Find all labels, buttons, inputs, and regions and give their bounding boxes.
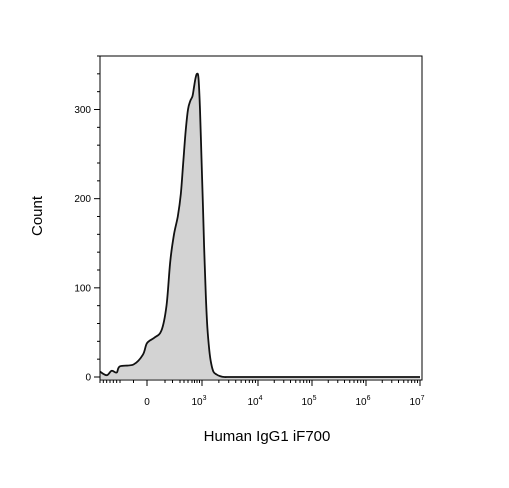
x-axis-tick-labels: 0 103 104 105 106 107 <box>144 395 424 408</box>
x-tick-label: 106 <box>355 395 370 408</box>
y-tick-label: 0 <box>85 373 91 384</box>
x-tick-label: 0 <box>144 397 150 408</box>
x-tick-label: 104 <box>247 395 262 408</box>
x-tick-label: 103 <box>191 395 206 408</box>
x-axis-ticks <box>99 380 421 386</box>
y-axis-ticks <box>94 55 100 378</box>
y-tick-label: 200 <box>74 194 91 205</box>
x-tick-label: 107 <box>409 395 424 408</box>
plot-frame <box>99 55 423 381</box>
y-axis-title: Count <box>29 195 46 236</box>
y-axis-tick-labels: 0 100 200 300 <box>74 105 91 384</box>
x-axis-title: Human IgG1 iF700 <box>204 428 331 445</box>
y-tick-label: 100 <box>74 283 91 294</box>
histogram-area <box>100 73 420 380</box>
plot-group <box>99 72 420 380</box>
histogram-line <box>99 72 420 378</box>
x-tick-label: 105 <box>301 395 316 408</box>
y-tick-label: 300 <box>74 105 91 116</box>
